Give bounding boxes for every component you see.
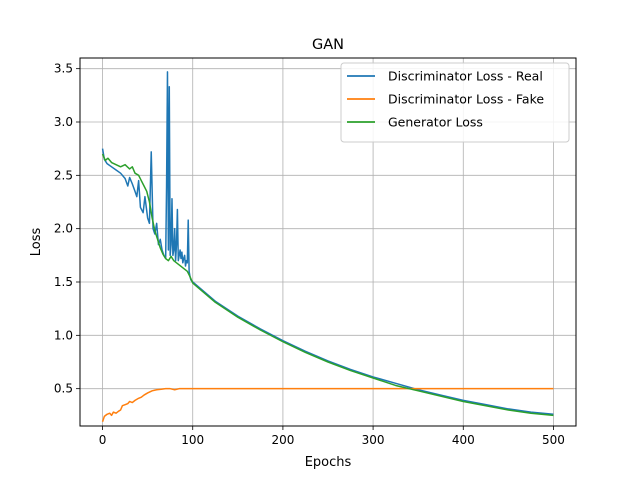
plot-lines bbox=[101, 71, 554, 422]
series-line-3 bbox=[101, 153, 554, 417]
x-tick-label: 400 bbox=[452, 433, 475, 447]
legend: Discriminator Loss - Real Discriminator L… bbox=[340, 62, 570, 143]
legend-label: Discriminator Loss - Fake bbox=[388, 92, 544, 107]
axis-ticks: 0 100 200 300 400 500 0.5 1.0 1.5 2.0 2.5 3.0 3.5 bbox=[54, 62, 565, 447]
y-tick-label: 0.5 bbox=[54, 382, 73, 396]
plot-frame bbox=[79, 57, 577, 427]
x-tick-label: 0 bbox=[99, 433, 107, 447]
grid bbox=[80, 58, 576, 426]
x-tick-label: 300 bbox=[362, 433, 385, 447]
chart-title: GAN bbox=[312, 37, 344, 53]
y-axis-label: Loss bbox=[29, 228, 44, 257]
legend-label: Generator Loss bbox=[388, 115, 483, 130]
x-tick-label: 100 bbox=[181, 433, 204, 447]
y-tick-label: 1.5 bbox=[54, 275, 73, 289]
legend-label: Discriminator Loss - Real bbox=[388, 69, 543, 84]
x-tick-label: 500 bbox=[542, 433, 565, 447]
legend-box bbox=[340, 62, 570, 143]
series-line-2 bbox=[101, 387, 554, 422]
y-tick-label: 2.0 bbox=[54, 222, 73, 236]
y-tick-label: 3.5 bbox=[54, 62, 73, 76]
x-tick-label: 200 bbox=[271, 433, 294, 447]
y-tick-label: 3.0 bbox=[54, 115, 73, 129]
series-line-1 bbox=[101, 71, 554, 416]
y-tick-label: 1.0 bbox=[54, 328, 73, 342]
y-tick-label: 2.5 bbox=[54, 168, 73, 182]
x-axis-label: Epochs bbox=[305, 455, 352, 470]
